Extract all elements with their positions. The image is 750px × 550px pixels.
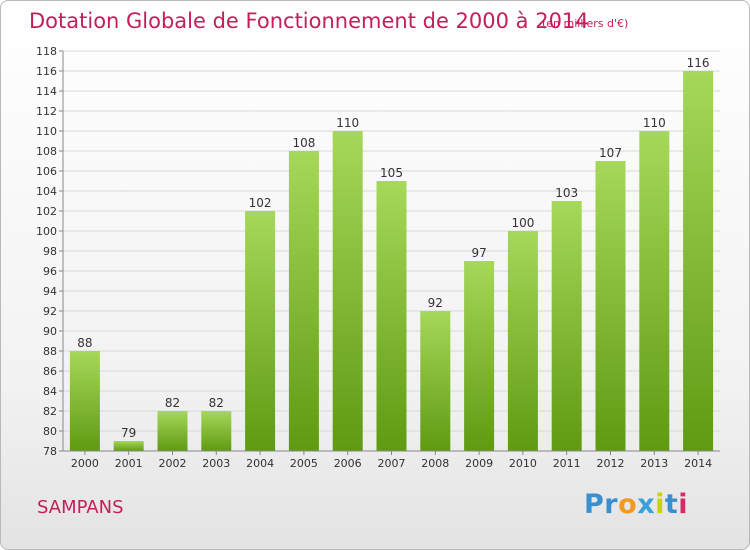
x-tick-label-2010: 2010	[509, 457, 537, 470]
bar-2005	[288, 151, 319, 451]
value-label-2007: 105	[380, 166, 403, 180]
y-tick-label: 100	[36, 225, 57, 238]
y-tick-label: 82	[43, 405, 57, 418]
x-tick-label-2000: 2000	[71, 457, 99, 470]
value-label-2003: 82	[209, 396, 224, 410]
x-tick-label-2007: 2007	[378, 457, 406, 470]
value-label-2001: 79	[121, 426, 136, 440]
bar-2006	[332, 131, 363, 451]
y-tick-label: 86	[43, 365, 57, 378]
value-label-2006: 110	[336, 116, 359, 130]
y-tick-label: 98	[43, 245, 57, 258]
x-tick-label-2005: 2005	[290, 457, 318, 470]
y-tick-label: 88	[43, 345, 57, 358]
y-tick-label: 96	[43, 265, 57, 278]
bar-2010	[507, 231, 538, 451]
value-label-2010: 100	[511, 216, 534, 230]
bar-2004	[245, 211, 276, 451]
x-tick-label-2014: 2014	[684, 457, 712, 470]
bar-2011	[551, 201, 582, 451]
y-tick-label: 90	[43, 325, 57, 338]
x-tick-label-2009: 2009	[465, 457, 493, 470]
commune-name: SAMPANS	[37, 497, 124, 518]
axes: 78 80 82 84 86 88 90 92 94 96 98 100 102 104 106 108 110…	[36, 45, 720, 470]
bar-2001	[113, 441, 144, 451]
bars: 88 79 82 82 102 108 110 105 92 97 100 103 107 110 116	[69, 56, 714, 451]
value-label-2012: 107	[599, 146, 622, 160]
value-label-2009: 97	[471, 246, 486, 260]
x-tick-label-2013: 2013	[640, 457, 668, 470]
bar-2003	[201, 411, 232, 451]
x-tick-label-2004: 2004	[246, 457, 274, 470]
value-label-2011: 103	[555, 186, 578, 200]
bar-2009	[464, 261, 495, 451]
bar-2008	[420, 311, 451, 451]
value-label-2004: 102	[249, 196, 272, 210]
y-tick-label: 78	[43, 445, 57, 458]
y-tick-label: 84	[43, 385, 57, 398]
x-tick-label-2001: 2001	[115, 457, 143, 470]
y-tick-label: 104	[36, 185, 57, 198]
value-label-2014: 116	[687, 56, 710, 70]
x-tick-label-2008: 2008	[421, 457, 449, 470]
x-tick-label-2002: 2002	[159, 457, 187, 470]
chart-title: Dotation Globale de Fonctionnement de 20…	[29, 9, 589, 33]
bar-2002	[157, 411, 188, 451]
bar-2000	[69, 351, 100, 451]
y-tick-label: 116	[36, 65, 57, 78]
y-tick-label: 110	[36, 125, 57, 138]
x-tick-label-2012: 2012	[597, 457, 625, 470]
value-label-2005: 108	[292, 136, 315, 150]
value-label-2002: 82	[165, 396, 180, 410]
bar-2007	[376, 181, 407, 451]
bar-2013	[639, 131, 670, 451]
value-label-2008: 92	[428, 296, 443, 310]
y-tick-label: 106	[36, 165, 57, 178]
x-tick-label-2006: 2006	[334, 457, 362, 470]
y-tick-label: 114	[36, 85, 57, 98]
y-tick-label: 80	[43, 425, 57, 438]
bar-2014	[683, 71, 714, 451]
x-tick-label-2003: 2003	[202, 457, 230, 470]
chart-subtitle: (en milliers d'€)	[542, 17, 629, 30]
x-tick-label-2011: 2011	[553, 457, 581, 470]
value-label-2000: 88	[77, 336, 92, 350]
y-tick-label: 108	[36, 145, 57, 158]
y-tick-label: 118	[36, 45, 57, 58]
proxiti-logo: Proxiti	[584, 489, 689, 520]
y-tick-label: 112	[36, 105, 57, 118]
y-tick-label: 94	[43, 285, 57, 298]
bar-2012	[595, 161, 626, 451]
y-tick-label: 102	[36, 205, 57, 218]
value-label-2013: 110	[643, 116, 666, 130]
y-tick-label: 92	[43, 305, 57, 318]
